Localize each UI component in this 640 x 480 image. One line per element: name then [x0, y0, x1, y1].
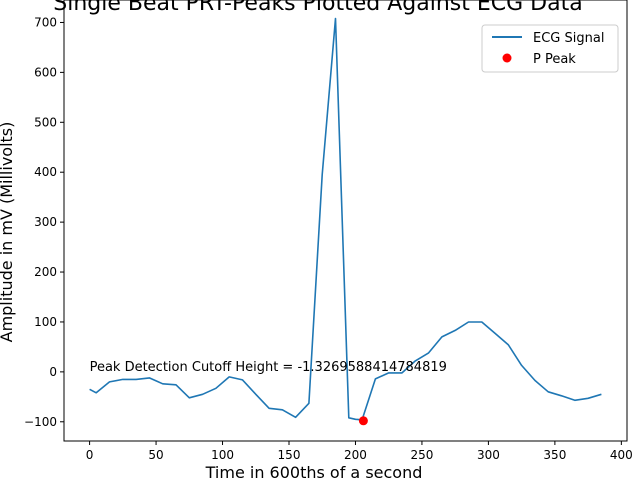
chart-title: Single Beat PRT-Peaks Plotted Against EC…	[53, 0, 582, 16]
y-tick-label: 200	[34, 265, 57, 279]
x-tick-label: 50	[148, 448, 163, 462]
y-tick-label: 300	[34, 215, 57, 229]
legend-label-p-peak: P Peak	[533, 52, 576, 67]
legend-label-ecg-signal: ECG Signal	[533, 31, 604, 46]
x-tick-label: 250	[410, 448, 433, 462]
x-axis-label: Time in 600ths of a second	[205, 463, 423, 480]
x-tick-label: 0	[86, 448, 94, 462]
x-tick-label: 350	[543, 448, 566, 462]
p-peak-marker	[358, 416, 368, 426]
y-tick-label: 700	[34, 15, 57, 29]
y-tick-label: 100	[34, 315, 57, 329]
plot-area	[89, 17, 602, 426]
x-axis: 0 50 100 150 200 250 300 350 400	[86, 441, 633, 462]
y-tick-label: 400	[34, 165, 57, 179]
axes-frame	[63, 0, 628, 442]
legend-dot-swatch	[502, 53, 512, 63]
cutoff-annotation: Peak Detection Cutoff Height = -1.326958…	[90, 360, 447, 375]
y-tick-label: 600	[34, 65, 57, 79]
y-tick-label: 500	[34, 115, 57, 129]
y-axis-label: Amplitude in mV (Millivolts)	[0, 122, 16, 343]
y-axis: −100 0 100 200 300 400 500 600 700	[24, 15, 64, 429]
x-tick-label: 300	[477, 448, 500, 462]
x-tick-label: 150	[278, 448, 301, 462]
y-tick-label: −100	[24, 415, 57, 429]
legend: ECG Signal P Peak	[481, 24, 619, 73]
x-tick-label: 100	[211, 448, 234, 462]
x-tick-label: 200	[344, 448, 367, 462]
y-tick-label: 0	[49, 365, 57, 379]
x-tick-label: 400	[610, 448, 633, 462]
ecg-signal-line	[89, 17, 602, 421]
